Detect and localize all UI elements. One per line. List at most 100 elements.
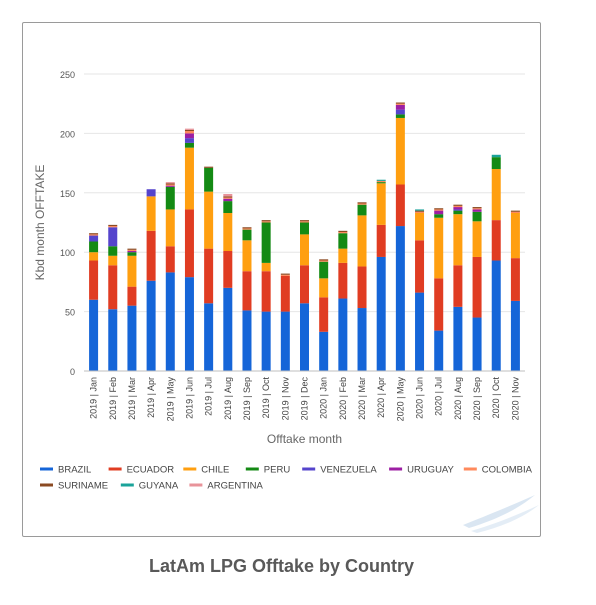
bar-suriname-7	[223, 196, 233, 198]
legend: BRAZIL ECUADOR CHILE PERU VENEZUELA URUGUAY CO…	[40, 465, 533, 492]
bar-venezuela-19	[453, 209, 463, 211]
bar-brazil-18	[434, 330, 444, 371]
bar-venezuela-16	[395, 109, 405, 115]
bar-ecuador-21	[491, 220, 501, 261]
bar-ecuador-5	[184, 209, 194, 278]
bar-suriname-12	[319, 259, 329, 261]
x-tick-label: 2019 | Jun	[184, 377, 194, 419]
bar-brazil-17	[415, 292, 425, 371]
bar-ecuador-3	[146, 230, 156, 281]
x-tick-label: 2019 | Sep	[242, 377, 252, 420]
bar-chile-3	[146, 196, 156, 231]
bar-suriname-13	[338, 230, 348, 233]
bar-suriname-2	[127, 248, 137, 250]
bar-colombia-8	[242, 228, 252, 230]
bar-suriname-8	[242, 227, 252, 229]
bar-brazil-20	[472, 317, 482, 371]
legend-label-argentina: ARGENTINA	[207, 481, 263, 492]
bar-peru-2	[127, 252, 137, 256]
bar-ecuador-1	[108, 265, 118, 310]
bar-brazil-5	[184, 277, 194, 371]
bar-ecuador-22	[510, 258, 520, 301]
bar-argentina-5	[184, 128, 194, 130]
legend-label-brazil: BRAZIL	[58, 465, 91, 476]
bar-colombia-5	[184, 131, 194, 134]
chart-caption: LatAm LPG Offtake by Country	[148, 556, 415, 576]
bar-peru-19	[453, 210, 463, 215]
y-axis-label: Kbd month OFFTAKE	[33, 165, 47, 281]
legend-label-peru: PERU	[264, 465, 291, 476]
bar-chile-22	[510, 212, 520, 259]
bar-venezuela-3	[146, 189, 156, 197]
y-tick-label: 0	[70, 367, 75, 377]
bar-brazil-2	[127, 305, 137, 371]
bar-suriname-16	[395, 102, 405, 104]
legend-label-ecuador: ECUADOR	[127, 465, 175, 476]
bar-suriname-20	[472, 207, 482, 209]
watermark-logo	[463, 495, 539, 533]
bar-uruguay-20	[472, 209, 482, 212]
x-tick-label: 2019 | Aug	[223, 377, 233, 420]
legend-label-colombia: COLOMBIA	[482, 465, 533, 476]
bar-peru-15	[376, 182, 386, 184]
bar-ecuador-4	[165, 246, 175, 273]
x-tick-label: 2019 | Oct	[261, 377, 271, 419]
bar-guyana-15	[376, 179, 386, 181]
x-tick-label: 2019 | Nov	[280, 377, 290, 421]
bar-colombia-10	[280, 274, 290, 276]
x-tick-label: 2019 | Feb	[108, 377, 118, 420]
bar-brazil-11	[300, 303, 309, 371]
bar-peru-5	[184, 142, 194, 148]
bar-suriname-9	[261, 220, 271, 222]
y-axis-ticks: 0 50 100 150 200 250	[60, 70, 75, 377]
y-tick-label: 250	[60, 70, 75, 80]
bar-brazil-22	[510, 300, 520, 371]
bar-brazil-15	[376, 256, 386, 371]
y-tick-label: 50	[65, 308, 75, 318]
x-tick-label: 2019 | Dec	[300, 377, 310, 421]
chart-frame: 0 50 100 150 200 250 2019 | Jan 2019 | Feb 2019…	[22, 22, 541, 537]
bar-guyana-17	[415, 209, 425, 211]
bar-peru-8	[242, 229, 252, 241]
x-tick-label: 2020 | Jul	[434, 377, 444, 416]
bar-ecuador-0	[89, 260, 99, 300]
bar-ecuador-16	[395, 184, 405, 227]
bar-peru-14	[357, 204, 367, 216]
bar-chile-4	[165, 209, 175, 247]
x-tick-label: 2020 | Aug	[453, 377, 463, 420]
bar-brazil-0	[89, 299, 99, 371]
bar-ecuador-17	[415, 240, 425, 293]
bar-colombia-15	[376, 180, 386, 183]
bar-brazil-19	[453, 306, 463, 371]
bar-chile-1	[108, 255, 118, 266]
bar-chile-2	[127, 255, 137, 287]
x-tick-label: 2019 | May	[165, 377, 175, 422]
bar-ecuador-11	[300, 265, 309, 304]
bar-chile-11	[300, 234, 309, 266]
bar-colombia-11	[300, 221, 309, 223]
bar-colombia-7	[223, 197, 233, 199]
x-tick-label: 2020 | Apr	[376, 377, 386, 418]
bar-ecuador-12	[319, 297, 329, 332]
bar-brazil-8	[242, 310, 252, 371]
bar-uruguay-4	[165, 185, 175, 187]
bar-suriname-18	[434, 208, 444, 210]
bar-venezuela-5	[184, 138, 194, 143]
bar-chile-12	[319, 278, 329, 298]
x-tick-label: 2019 | Jul	[204, 377, 214, 416]
bar-brazil-10	[280, 311, 290, 371]
bar-colombia-4	[165, 184, 175, 186]
x-tick-label: 2020 | Sep	[472, 377, 482, 420]
bar-chile-8	[242, 240, 252, 272]
bar-venezuela-0	[89, 235, 99, 242]
bar-colombia-17	[415, 211, 425, 213]
bar-ecuador-13	[338, 262, 348, 299]
x-tick-label: 2020 | May	[395, 377, 405, 422]
bar-colombia-1	[108, 226, 118, 228]
bar-colombia-16	[395, 103, 405, 105]
bar-ecuador-19	[453, 265, 463, 307]
bar-uruguay-2	[127, 251, 137, 253]
x-tick-label: 2019 | Mar	[127, 377, 137, 420]
bar-chile-17	[415, 212, 425, 241]
